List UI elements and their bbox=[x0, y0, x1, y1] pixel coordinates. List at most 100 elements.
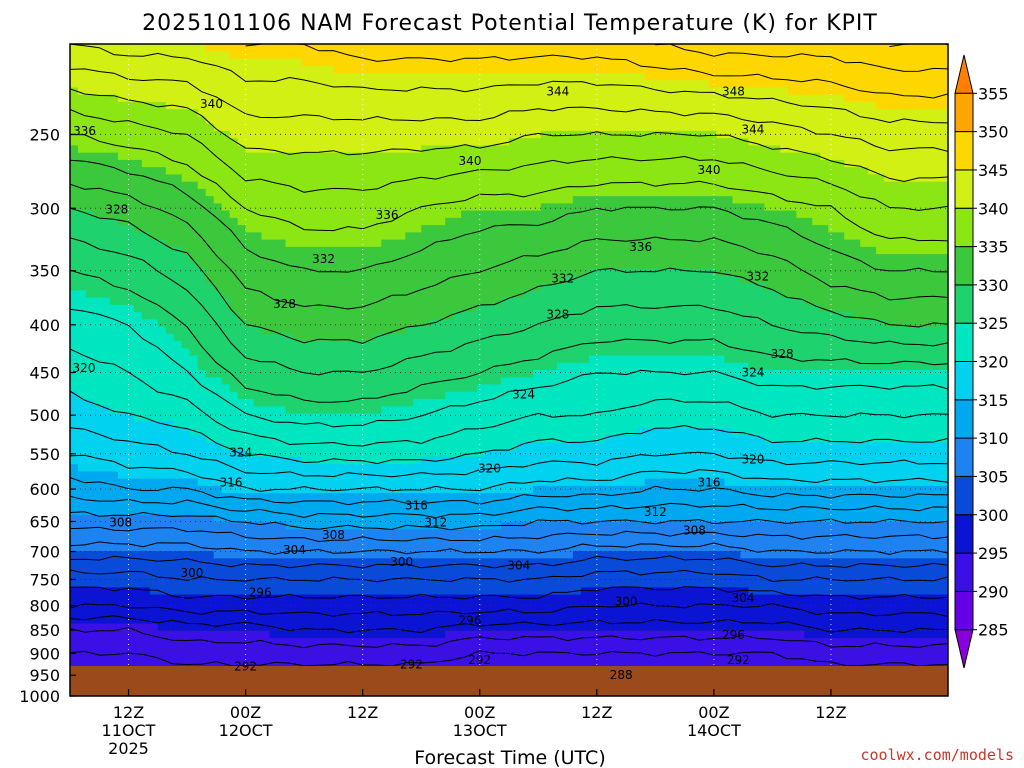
field-cell bbox=[253, 44, 263, 52]
field-cell bbox=[237, 391, 247, 400]
field-cell bbox=[197, 536, 207, 545]
field-cell bbox=[501, 239, 510, 248]
field-cell bbox=[213, 51, 223, 60]
field-cell bbox=[269, 101, 279, 110]
field-cell bbox=[85, 442, 95, 451]
field-cell bbox=[285, 348, 295, 357]
field-cell bbox=[85, 471, 95, 480]
field-cell bbox=[109, 659, 119, 668]
field-cell bbox=[405, 456, 414, 465]
field-cell bbox=[373, 377, 382, 386]
field-cell bbox=[181, 645, 191, 654]
field-cell bbox=[101, 623, 111, 632]
field-cell bbox=[149, 406, 159, 415]
field-cell bbox=[229, 609, 239, 617]
field-cell bbox=[445, 406, 454, 415]
field-cell bbox=[469, 254, 478, 262]
field-cell bbox=[341, 275, 350, 284]
field-cell bbox=[285, 370, 295, 378]
field-cell bbox=[445, 442, 454, 451]
field-cell bbox=[261, 58, 271, 67]
field-cell bbox=[125, 529, 135, 538]
field-cell bbox=[117, 609, 127, 617]
field-cell bbox=[453, 522, 462, 530]
field-cell bbox=[397, 304, 406, 313]
field-cell bbox=[261, 370, 271, 378]
field-cell bbox=[285, 225, 295, 233]
field-cell bbox=[277, 152, 287, 161]
field-cell bbox=[157, 145, 167, 154]
field-cell bbox=[485, 130, 494, 139]
field-cell bbox=[301, 210, 311, 219]
field-cell bbox=[205, 355, 215, 364]
field-cell bbox=[221, 145, 231, 154]
field-cell bbox=[133, 500, 143, 509]
field-cell bbox=[245, 630, 255, 639]
field-cell bbox=[445, 138, 454, 147]
field-cell bbox=[413, 391, 422, 400]
field-cell bbox=[173, 580, 183, 588]
field-cell bbox=[205, 145, 215, 154]
field-cell bbox=[117, 181, 127, 190]
field-cell bbox=[237, 485, 247, 494]
field-cell bbox=[173, 72, 183, 81]
field-cell bbox=[269, 478, 279, 487]
field-cell bbox=[149, 630, 159, 639]
field-cell bbox=[285, 413, 295, 422]
field-cell bbox=[181, 449, 191, 458]
field-cell bbox=[101, 94, 111, 103]
field-cell bbox=[197, 594, 207, 603]
field-cell bbox=[253, 268, 263, 277]
field-cell bbox=[469, 159, 478, 168]
field-cell bbox=[173, 478, 183, 487]
field-cell bbox=[485, 123, 494, 132]
field-cell bbox=[309, 283, 319, 291]
field-cell bbox=[501, 145, 510, 154]
field-cell bbox=[85, 558, 95, 567]
field-cell bbox=[181, 427, 191, 436]
field-cell bbox=[117, 580, 127, 588]
field-cell bbox=[117, 138, 127, 147]
field-cell bbox=[429, 297, 438, 306]
field-cell bbox=[237, 203, 247, 212]
field-cell bbox=[133, 398, 143, 407]
field-cell bbox=[349, 442, 358, 451]
field-cell bbox=[485, 362, 494, 371]
field-cell bbox=[93, 623, 103, 632]
field-cell bbox=[77, 181, 87, 190]
field-cell bbox=[309, 188, 319, 197]
field-cell bbox=[125, 514, 135, 523]
field-cell bbox=[341, 362, 350, 371]
field-cell bbox=[189, 435, 199, 444]
field-cell bbox=[453, 188, 462, 197]
field-cell bbox=[277, 456, 287, 465]
field-cell bbox=[509, 362, 518, 371]
field-cell bbox=[333, 87, 342, 96]
field-cell bbox=[421, 239, 430, 248]
field-cell bbox=[221, 543, 231, 552]
field-cell bbox=[317, 442, 327, 451]
field-cell bbox=[77, 406, 87, 415]
field-cell bbox=[325, 174, 334, 183]
field-cell bbox=[365, 348, 374, 357]
field-cell bbox=[325, 442, 334, 451]
field-cell bbox=[397, 275, 406, 284]
field-cell bbox=[77, 652, 87, 661]
field-cell bbox=[253, 406, 263, 415]
field-cell bbox=[197, 398, 207, 407]
field-cell bbox=[133, 232, 143, 241]
field-cell bbox=[101, 427, 111, 436]
field-cell bbox=[365, 333, 374, 342]
field-cell bbox=[237, 543, 247, 552]
field-cell bbox=[317, 116, 327, 125]
field-cell bbox=[333, 630, 342, 639]
field-cell bbox=[101, 138, 111, 147]
field-cell bbox=[101, 536, 111, 545]
field-cell bbox=[485, 507, 494, 516]
field-cell bbox=[221, 456, 231, 465]
field-cell bbox=[397, 217, 406, 226]
field-cell bbox=[221, 391, 231, 400]
field-cell bbox=[157, 116, 167, 125]
field-cell bbox=[349, 609, 358, 617]
field-cell bbox=[221, 536, 231, 545]
